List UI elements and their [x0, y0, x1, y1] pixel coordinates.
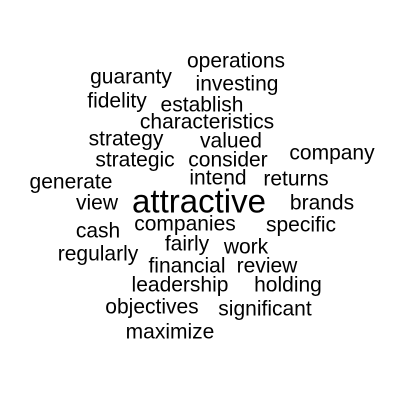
word-characteristics: characteristics — [139, 110, 275, 134]
word-objectives: objectives — [105, 295, 199, 319]
word-valued: valued — [200, 129, 262, 153]
word-intend: intend — [189, 166, 247, 190]
word-specific: specific — [265, 213, 337, 237]
word-strategy: strategy — [88, 127, 164, 151]
word-review: review — [236, 254, 298, 278]
word-strategic: strategic — [95, 148, 175, 172]
word-fidelity: fidelity — [87, 89, 147, 113]
word-companies: companies — [134, 212, 236, 236]
word-guaranty: guaranty — [90, 65, 172, 89]
word-investing: investing — [195, 72, 279, 96]
word-cash: cash — [75, 219, 121, 243]
word-significant: significant — [218, 297, 312, 321]
word-company: company — [289, 141, 375, 165]
word-attractive: attractive — [132, 182, 266, 220]
word-leadership: leadership — [131, 273, 229, 297]
word-fairly: fairly — [164, 232, 210, 256]
word-establish: establish — [160, 93, 244, 117]
word-regularly: regularly — [57, 242, 139, 266]
word-consider: consider — [188, 148, 268, 172]
word-view: view — [75, 191, 119, 215]
word-returns: returns — [263, 167, 329, 191]
word-generate: generate — [29, 170, 113, 194]
word-financial: financial — [148, 254, 226, 278]
word-brands: brands — [289, 191, 355, 215]
word-maximize: maximize — [125, 320, 215, 344]
word-operations: operations — [186, 49, 286, 73]
word-holding: holding — [254, 273, 322, 297]
word-work: work — [223, 235, 269, 259]
